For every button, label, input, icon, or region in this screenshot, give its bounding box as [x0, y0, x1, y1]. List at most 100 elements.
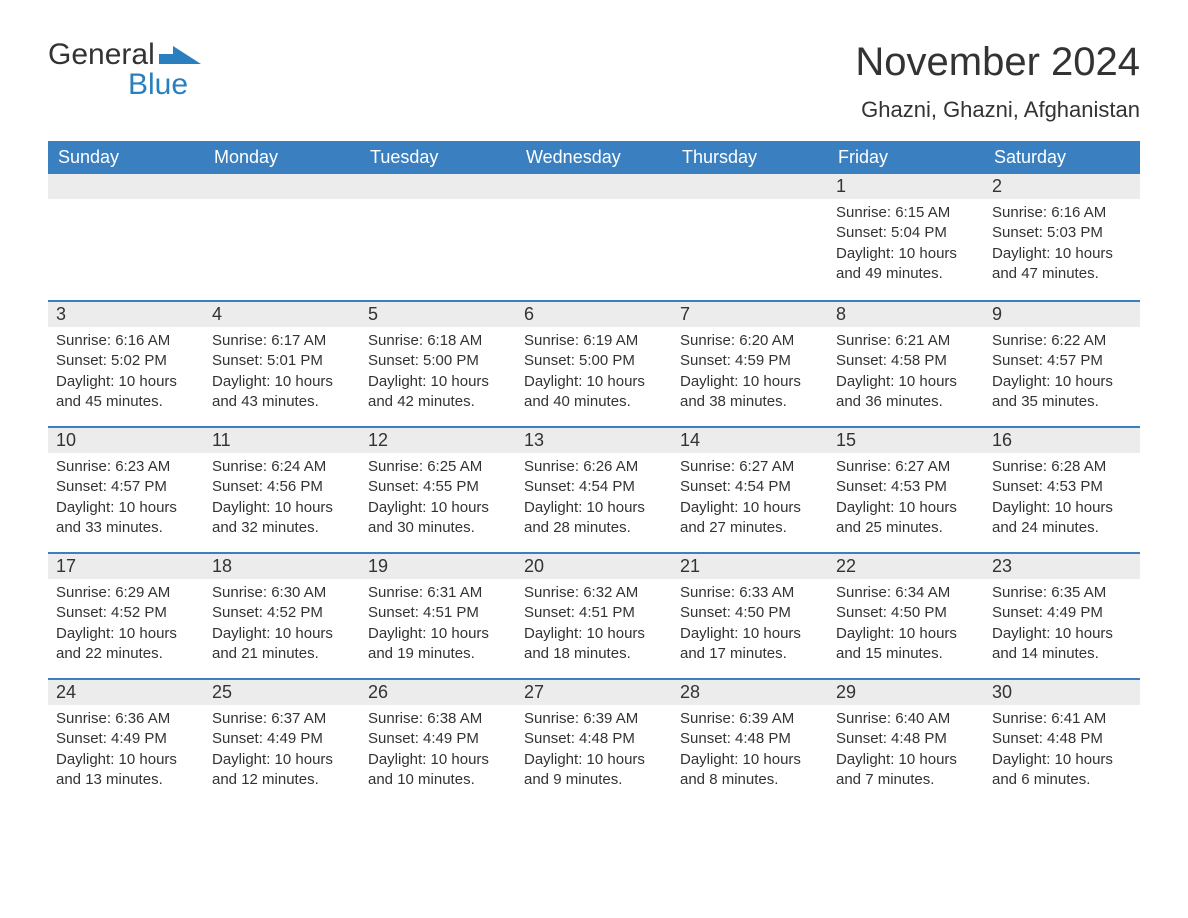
daylight-line: Daylight: 10 hours and 36 minutes. [836, 372, 976, 413]
day-details: Sunrise: 6:17 AMSunset: 5:01 PMDaylight:… [204, 327, 360, 422]
calendar-cell: 4Sunrise: 6:17 AMSunset: 5:01 PMDaylight… [204, 300, 360, 426]
day-details: Sunrise: 6:15 AMSunset: 5:04 PMDaylight:… [828, 199, 984, 294]
day-details: Sunrise: 6:24 AMSunset: 4:56 PMDaylight:… [204, 453, 360, 548]
calendar-cell: 9Sunrise: 6:22 AMSunset: 4:57 PMDaylight… [984, 300, 1140, 426]
daylight-line: Daylight: 10 hours and 14 minutes. [992, 624, 1132, 665]
sunrise-line: Sunrise: 6:31 AM [368, 583, 508, 603]
daylight-line: Daylight: 10 hours and 13 minutes. [56, 750, 196, 791]
daylight-line: Daylight: 10 hours and 10 minutes. [368, 750, 508, 791]
sunrise-line: Sunrise: 6:23 AM [56, 457, 196, 477]
day-number: 23 [984, 552, 1140, 579]
sunset-line: Sunset: 5:02 PM [56, 351, 196, 371]
sunset-line: Sunset: 4:56 PM [212, 477, 352, 497]
calendar-cell: 29Sunrise: 6:40 AMSunset: 4:48 PMDayligh… [828, 678, 984, 804]
day-number: 16 [984, 426, 1140, 453]
calendar-cell: 23Sunrise: 6:35 AMSunset: 4:49 PMDayligh… [984, 552, 1140, 678]
sunset-line: Sunset: 5:04 PM [836, 223, 976, 243]
day-number: 12 [360, 426, 516, 453]
daylight-line: Daylight: 10 hours and 27 minutes. [680, 498, 820, 539]
day-number: 18 [204, 552, 360, 579]
sunrise-line: Sunrise: 6:17 AM [212, 331, 352, 351]
sunrise-line: Sunrise: 6:15 AM [836, 203, 976, 223]
day-details: Sunrise: 6:22 AMSunset: 4:57 PMDaylight:… [984, 327, 1140, 422]
day-number: 20 [516, 552, 672, 579]
calendar-cell: 22Sunrise: 6:34 AMSunset: 4:50 PMDayligh… [828, 552, 984, 678]
calendar-cell: 1Sunrise: 6:15 AMSunset: 5:04 PMDaylight… [828, 174, 984, 300]
logo-text-2: Blue [128, 70, 201, 100]
calendar-cell [672, 174, 828, 300]
sunrise-line: Sunrise: 6:34 AM [836, 583, 976, 603]
sunrise-line: Sunrise: 6:19 AM [524, 331, 664, 351]
day-details: Sunrise: 6:30 AMSunset: 4:52 PMDaylight:… [204, 579, 360, 674]
daylight-line: Daylight: 10 hours and 17 minutes. [680, 624, 820, 665]
calendar-cell: 13Sunrise: 6:26 AMSunset: 4:54 PMDayligh… [516, 426, 672, 552]
daylight-line: Daylight: 10 hours and 8 minutes. [680, 750, 820, 791]
day-details: Sunrise: 6:27 AMSunset: 4:54 PMDaylight:… [672, 453, 828, 548]
weekday-header: Tuesday [360, 141, 516, 174]
sunrise-line: Sunrise: 6:27 AM [836, 457, 976, 477]
sunset-line: Sunset: 4:50 PM [680, 603, 820, 623]
day-details: Sunrise: 6:25 AMSunset: 4:55 PMDaylight:… [360, 453, 516, 548]
title-block: November 2024 Ghazni, Ghazni, Afghanista… [855, 40, 1140, 133]
sunrise-line: Sunrise: 6:29 AM [56, 583, 196, 603]
day-number: 26 [360, 678, 516, 705]
calendar-row: 1Sunrise: 6:15 AMSunset: 5:04 PMDaylight… [48, 174, 1140, 300]
sunrise-line: Sunrise: 6:39 AM [680, 709, 820, 729]
weekday-header: Wednesday [516, 141, 672, 174]
sunset-line: Sunset: 4:49 PM [56, 729, 196, 749]
calendar-cell: 20Sunrise: 6:32 AMSunset: 4:51 PMDayligh… [516, 552, 672, 678]
calendar-cell: 30Sunrise: 6:41 AMSunset: 4:48 PMDayligh… [984, 678, 1140, 804]
day-number: 27 [516, 678, 672, 705]
daylight-line: Daylight: 10 hours and 18 minutes. [524, 624, 664, 665]
calendar-cell [48, 174, 204, 300]
sunrise-line: Sunrise: 6:16 AM [56, 331, 196, 351]
day-details: Sunrise: 6:21 AMSunset: 4:58 PMDaylight:… [828, 327, 984, 422]
daylight-line: Daylight: 10 hours and 24 minutes. [992, 498, 1132, 539]
daylight-line: Daylight: 10 hours and 43 minutes. [212, 372, 352, 413]
day-details: Sunrise: 6:38 AMSunset: 4:49 PMDaylight:… [360, 705, 516, 800]
daylight-line: Daylight: 10 hours and 35 minutes. [992, 372, 1132, 413]
day-number: 14 [672, 426, 828, 453]
calendar-body: 1Sunrise: 6:15 AMSunset: 5:04 PMDaylight… [48, 174, 1140, 804]
sunset-line: Sunset: 4:58 PM [836, 351, 976, 371]
logo: General Blue [48, 40, 201, 100]
daylight-line: Daylight: 10 hours and 15 minutes. [836, 624, 976, 665]
daylight-line: Daylight: 10 hours and 21 minutes. [212, 624, 352, 665]
sunrise-line: Sunrise: 6:33 AM [680, 583, 820, 603]
sunrise-line: Sunrise: 6:21 AM [836, 331, 976, 351]
day-number: 29 [828, 678, 984, 705]
day-number: 19 [360, 552, 516, 579]
sunset-line: Sunset: 4:53 PM [836, 477, 976, 497]
calendar-row: 24Sunrise: 6:36 AMSunset: 4:49 PMDayligh… [48, 678, 1140, 804]
header: General Blue November 2024 Ghazni, Ghazn… [48, 40, 1140, 133]
sunset-line: Sunset: 4:50 PM [836, 603, 976, 623]
day-details: Sunrise: 6:33 AMSunset: 4:50 PMDaylight:… [672, 579, 828, 674]
calendar-cell [360, 174, 516, 300]
sunset-line: Sunset: 4:51 PM [368, 603, 508, 623]
daylight-line: Daylight: 10 hours and 28 minutes. [524, 498, 664, 539]
sunrise-line: Sunrise: 6:40 AM [836, 709, 976, 729]
sunrise-line: Sunrise: 6:41 AM [992, 709, 1132, 729]
sunset-line: Sunset: 4:49 PM [212, 729, 352, 749]
calendar-cell: 27Sunrise: 6:39 AMSunset: 4:48 PMDayligh… [516, 678, 672, 804]
sunrise-line: Sunrise: 6:18 AM [368, 331, 508, 351]
day-details: Sunrise: 6:32 AMSunset: 4:51 PMDaylight:… [516, 579, 672, 674]
calendar-cell: 2Sunrise: 6:16 AMSunset: 5:03 PMDaylight… [984, 174, 1140, 300]
daylight-line: Daylight: 10 hours and 38 minutes. [680, 372, 820, 413]
sunset-line: Sunset: 4:52 PM [212, 603, 352, 623]
daylight-line: Daylight: 10 hours and 22 minutes. [56, 624, 196, 665]
sunrise-line: Sunrise: 6:36 AM [56, 709, 196, 729]
day-number: 4 [204, 300, 360, 327]
weekday-header: Sunday [48, 141, 204, 174]
daylight-line: Daylight: 10 hours and 19 minutes. [368, 624, 508, 665]
sunset-line: Sunset: 4:52 PM [56, 603, 196, 623]
sunrise-line: Sunrise: 6:20 AM [680, 331, 820, 351]
day-number: 6 [516, 300, 672, 327]
empty-day [204, 174, 360, 199]
calendar-row: 17Sunrise: 6:29 AMSunset: 4:52 PMDayligh… [48, 552, 1140, 678]
daylight-line: Daylight: 10 hours and 32 minutes. [212, 498, 352, 539]
calendar-cell: 10Sunrise: 6:23 AMSunset: 4:57 PMDayligh… [48, 426, 204, 552]
sunrise-line: Sunrise: 6:22 AM [992, 331, 1132, 351]
weekday-header-row: SundayMondayTuesdayWednesdayThursdayFrid… [48, 141, 1140, 174]
logo-mark-icon [159, 40, 201, 70]
